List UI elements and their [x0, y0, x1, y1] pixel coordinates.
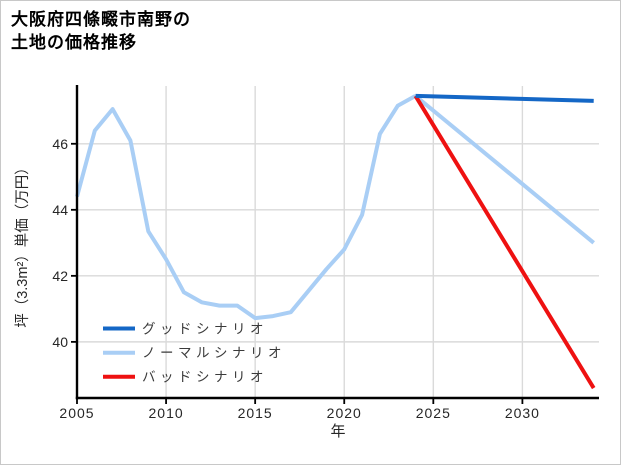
- y-tick-label: 44: [52, 202, 68, 218]
- legend-item: バッドシナリオ: [103, 370, 268, 385]
- x-tick-label: 2005: [59, 405, 94, 421]
- x-tick-label: 2015: [238, 405, 273, 421]
- x-axis-title: 年: [330, 423, 345, 440]
- y-tick-label: 46: [52, 136, 68, 152]
- x-tick-label: 2020: [327, 405, 362, 421]
- y-tick-label: 40: [52, 334, 68, 350]
- legend-label: バッドシナリオ: [142, 370, 268, 385]
- good-scenario-line: [415, 93, 594, 103]
- y-tick-label: 42: [52, 268, 68, 284]
- axes: [71, 85, 599, 404]
- grid: [77, 86, 599, 398]
- legend-item: ノーマルシナリオ: [103, 346, 286, 361]
- legend-label: ノーマルシナリオ: [142, 346, 286, 361]
- x-tick-label: 2030: [505, 405, 540, 421]
- bad-scenario-line: [413, 94, 596, 390]
- chart-title-line1: 大阪府四條畷市南野の: [11, 10, 191, 29]
- legend-item: グッドシナリオ: [103, 321, 268, 336]
- x-tick-label: 2010: [149, 405, 184, 421]
- x-tick-label: 2025: [416, 405, 451, 421]
- legend-label: グッドシナリオ: [142, 321, 268, 336]
- chart-title: 大阪府四條畷市南野の 土地の価格推移: [11, 8, 191, 54]
- history-line: [75, 94, 417, 321]
- y-axis-title: 坪（3.3m²）単価（万円）: [14, 160, 31, 328]
- normal-scenario-line: [414, 94, 595, 245]
- chart-title-line2: 土地の価格推移: [11, 33, 137, 52]
